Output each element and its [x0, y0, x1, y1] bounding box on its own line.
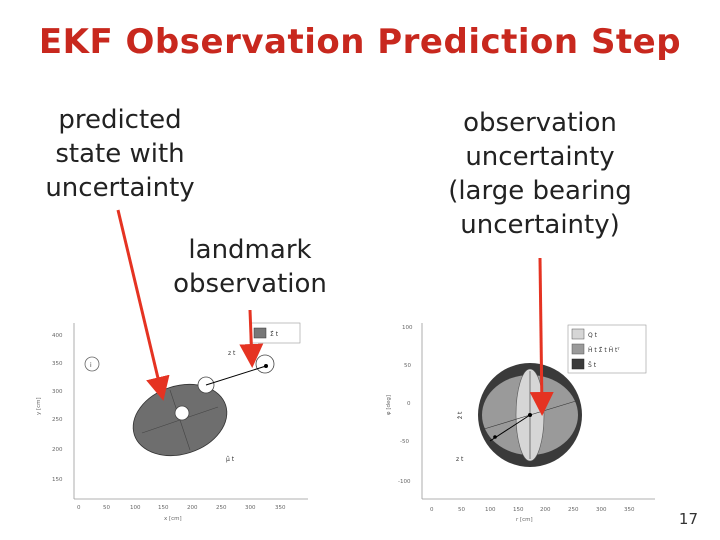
- landmark-marker: [255, 354, 275, 374]
- left-x-tick: 150: [158, 505, 169, 511]
- right-x-tick: 50: [458, 507, 465, 513]
- observation-uncertainty-caption: observation uncertainty (large bearing u…: [448, 108, 632, 240]
- left-x-tick: 300: [245, 505, 256, 511]
- left-y-label: y [cm]: [36, 397, 42, 415]
- left-y-tick: 250: [52, 417, 63, 423]
- legend-label-h: Ĥ t Σ̂ t Ĥ tᵀ: [588, 347, 620, 354]
- left-x-tick: 0: [77, 505, 81, 511]
- left-y-tick: 300: [52, 389, 63, 395]
- legend-label-s: Ŝ t: [588, 362, 597, 369]
- left-y-tick: 200: [52, 447, 63, 453]
- actual-observation-point: [493, 435, 497, 439]
- left-y-tick: 150: [52, 477, 63, 483]
- right-x-label: r [cm]: [516, 517, 533, 523]
- observation-line: [205, 365, 267, 386]
- observation-uncertainty-plot: 100 50 0 -50 -100 0 50 100 150 200 250 3…: [386, 323, 655, 523]
- landmark-i-marker: [84, 356, 100, 372]
- legend-swatch-q: [571, 328, 585, 340]
- left-y-tick: 350: [52, 361, 63, 367]
- right-y-label: φ [deg]: [386, 395, 392, 415]
- right-y-tick: 0: [407, 401, 411, 407]
- robot-mean-marker: [174, 405, 190, 421]
- left-y-tick: 400: [52, 333, 63, 339]
- label-mu: μ̂ t: [226, 456, 235, 463]
- right-x-tick: 200: [540, 507, 551, 513]
- right-x-tick: 100: [485, 507, 496, 513]
- legend-label-q: Q t: [588, 332, 598, 339]
- predicted-observation-point: [528, 413, 532, 417]
- left-x-tick: 50: [103, 505, 110, 511]
- left-x-label: x [cm]: [164, 516, 182, 522]
- right-x-tick: 0: [430, 507, 434, 513]
- left-x-tick: 350: [275, 505, 286, 511]
- left-legend-swatch: [253, 327, 267, 339]
- right-x-tick: 150: [513, 507, 524, 513]
- left-x-tick: 250: [216, 505, 227, 511]
- left-x-tick: 100: [130, 505, 141, 511]
- slide-title: EKF Observation Prediction Step: [38, 22, 682, 62]
- left-x-tick: 200: [187, 505, 198, 511]
- label-i: i: [90, 362, 92, 369]
- left-legend-label: Σ̂ t: [270, 331, 279, 338]
- predicted-state-caption: predicted state with uncertainty: [45, 105, 195, 203]
- right-y-tick: -50: [400, 439, 409, 445]
- landmark-observation-caption: landmark observation: [173, 235, 327, 299]
- label-z: z t: [228, 350, 236, 357]
- right-x-tick: 250: [568, 507, 579, 513]
- right-y-tick: 100: [402, 325, 413, 331]
- right-x-tick: 300: [596, 507, 607, 513]
- legend-swatch-h: [571, 343, 585, 355]
- right-x-tick: 350: [624, 507, 635, 513]
- legend-swatch-s: [571, 358, 585, 370]
- page-number: 17: [678, 510, 698, 528]
- predicted-state-plot: 400 350 300 250 200 150 0 50 100 150 200…: [36, 322, 308, 522]
- label-z-right: z t: [456, 456, 464, 463]
- right-y-tick: -100: [398, 479, 411, 485]
- label-zhat: ẑ t: [457, 411, 464, 419]
- right-y-tick: 50: [404, 363, 411, 369]
